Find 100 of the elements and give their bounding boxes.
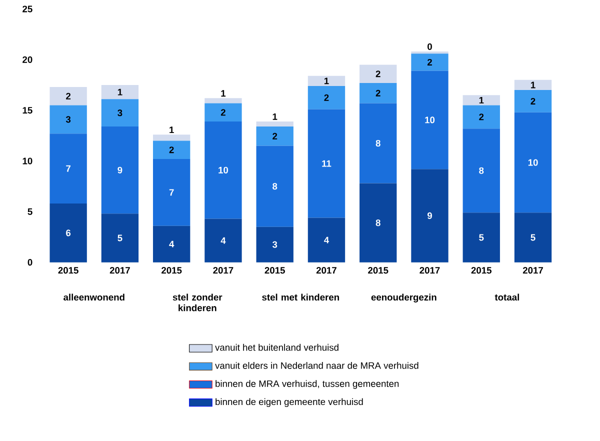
bar [101,84,139,100]
bar [360,103,397,184]
data-label: 5 [530,234,536,241]
text: eenoudergezin [371,294,436,302]
data-label: 10 [528,159,538,166]
bar [360,82,397,104]
data-label: 2 [427,58,432,66]
data-label: 7 [169,189,174,196]
bar [204,103,242,122]
data-label: 3 [118,110,122,116]
x-tick-label: 2015 [58,267,78,274]
bar [152,158,190,226]
data-label: 2 [479,114,484,120]
bar [152,134,190,141]
bar [308,76,346,86]
data-label: 4 [220,237,226,244]
bar [152,140,190,159]
data-label: 2 [169,146,174,154]
bar [256,121,294,127]
x-tick-label: 2015 [471,267,492,274]
bar [462,105,500,129]
bar [514,80,552,90]
x-tick-label: 2015 [264,267,285,274]
x-tick-label: 2017 [522,267,543,274]
x-tick-label: 2015 [162,267,182,274]
data-label: 1 [170,126,174,134]
bar [152,226,190,262]
bar [411,70,448,170]
data-label: 10 [425,116,435,124]
x-tick-label: 2017 [213,267,234,274]
legend-label: vanuit het buitenland verhuisd [215,344,338,351]
data-label: 8 [376,220,380,226]
y-tick-label: 10 [22,158,32,164]
legend-label: binnen de eigen gemeente verhuisd [216,398,363,407]
data-label: 2 [376,90,380,96]
data-label: 10 [218,166,228,174]
bar [204,121,242,219]
bar [256,226,294,262]
bar [308,218,346,262]
data-label: 4 [324,236,330,244]
y-tick-label: 15 [22,107,32,114]
bar [411,169,448,262]
data-label: 1 [272,113,278,120]
x-tick-label: 2017 [420,267,440,274]
data-label: 0 [428,43,432,50]
data-label: 2 [530,98,536,104]
bar [308,86,346,110]
bar [256,146,294,227]
text: totaal [494,294,519,301]
data-label: 1 [479,96,484,104]
data-label: 9 [118,166,122,174]
data-label: 4 [169,240,174,248]
bar [50,105,87,134]
bar [360,183,397,262]
text: alleenwonend [64,294,124,301]
x-tick-label: 2017 [316,267,336,274]
x-tick-label: 2017 [110,267,130,274]
bar [101,126,139,214]
data-label: 9 [427,212,432,220]
bar [101,214,139,262]
y-tick-label: 5 [28,208,32,215]
data-label: 2 [324,94,329,101]
bar [514,212,552,262]
text: stel met kinderen [262,294,339,301]
bar [204,218,242,262]
x-tick-label: 2015 [368,267,388,274]
data-label: 5 [118,234,122,242]
data-label: 1 [324,78,329,84]
data-label: 2 [376,70,380,78]
bar [360,64,397,83]
data-label: 1 [531,82,536,88]
bar [50,87,87,106]
data-label: 2 [272,132,278,140]
bar [462,95,500,106]
bar [204,98,242,104]
bar [308,109,346,218]
bar [101,99,139,127]
bar [50,204,87,262]
bar [411,54,448,71]
legend-label: binnen de MRA verhuisd, tussen gemeenten [216,380,399,389]
data-label: 8 [376,140,380,147]
y-tick-label: 25 [22,6,32,12]
data-label: 1 [221,90,226,97]
data-label: 3 [272,241,278,248]
data-label: 8 [479,167,484,174]
data-label: 11 [322,160,332,167]
data-label: 2 [66,92,71,100]
y-tick-label: 0 [28,259,32,266]
y-tick-label: 20 [22,56,32,63]
data-label: 5 [479,234,484,241]
text: stel zonder kinderen [172,294,222,312]
bar [514,112,552,213]
data-label: 1 [118,88,122,96]
bar [50,134,87,204]
data-label: 7 [66,165,70,172]
data-label: 2 [220,109,226,116]
bar [462,128,500,213]
data-label: 6 [66,230,71,236]
data-label: 8 [272,183,278,190]
bar [462,212,500,262]
